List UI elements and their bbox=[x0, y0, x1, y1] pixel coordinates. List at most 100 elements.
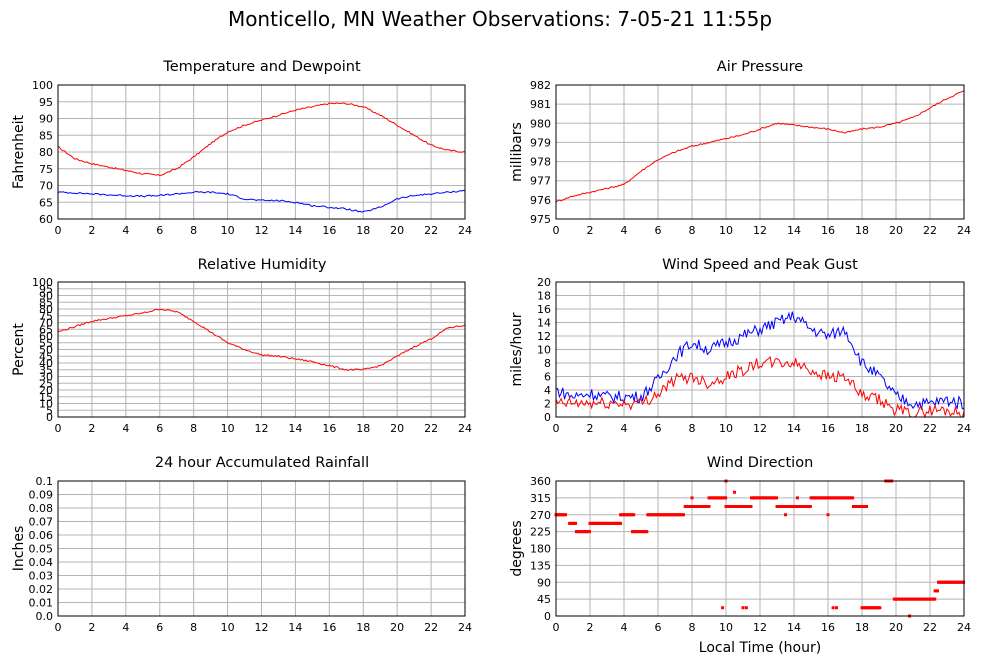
x-tick-label: 24 bbox=[957, 621, 971, 634]
x-tick-label: 2 bbox=[587, 422, 594, 435]
x-tick-label: 22 bbox=[923, 224, 937, 237]
x-tick-label: 8 bbox=[689, 422, 696, 435]
direction-point bbox=[831, 606, 835, 610]
y-tick-label: 95 bbox=[39, 96, 53, 109]
direction-point bbox=[744, 606, 748, 610]
y-tick-label: 65 bbox=[39, 323, 53, 336]
x-tick-label: 6 bbox=[156, 422, 163, 435]
y-tick-label: 35 bbox=[39, 364, 53, 377]
direction-point bbox=[795, 496, 799, 500]
y-tick-label: 0 bbox=[46, 411, 53, 424]
x-tick-label: 20 bbox=[390, 422, 404, 435]
y-tick-label: 50 bbox=[39, 344, 53, 357]
x-tick-label: 6 bbox=[156, 224, 163, 237]
direction-point bbox=[733, 490, 736, 494]
direction-point bbox=[808, 505, 812, 508]
x-tick-label: 6 bbox=[655, 224, 662, 237]
y-tick-label: 85 bbox=[39, 296, 53, 309]
x-tick-label: 12 bbox=[753, 621, 767, 634]
y-tick-label: 0.09 bbox=[29, 489, 54, 502]
x-tick-label: 12 bbox=[753, 422, 767, 435]
x-tick-label: 20 bbox=[390, 621, 404, 634]
chart-temp: Temperature and DewpointFahrenheit606570… bbox=[11, 59, 472, 237]
y-tick-label: 70 bbox=[39, 317, 53, 330]
plot-frame bbox=[555, 480, 965, 617]
y-tick-label: 6 bbox=[544, 371, 551, 384]
y-tick-label: 15 bbox=[39, 391, 53, 404]
x-tick-label: 0 bbox=[553, 224, 560, 237]
x-tick-label: 10 bbox=[719, 224, 733, 237]
direction-point bbox=[690, 496, 694, 500]
direction-point bbox=[865, 505, 869, 508]
y-tick-label: 975 bbox=[530, 213, 551, 226]
y-tick-label: 100 bbox=[32, 79, 53, 92]
x-tick-label: 14 bbox=[787, 422, 801, 435]
x-tick-label: 22 bbox=[923, 422, 937, 435]
x-tick-label: 16 bbox=[821, 621, 835, 634]
x-tick-label: 4 bbox=[122, 422, 129, 435]
series-line-red bbox=[555, 89, 965, 203]
y-tick-label: 0.04 bbox=[29, 556, 54, 569]
x-tick-label: 2 bbox=[88, 621, 95, 634]
x-tick-label: 24 bbox=[458, 224, 472, 237]
direction-point bbox=[619, 521, 623, 525]
x-tick-label: 10 bbox=[221, 621, 235, 634]
y-tick-label: 0.1 bbox=[36, 475, 54, 488]
direction-point bbox=[632, 513, 636, 517]
y-tick-label: 977 bbox=[530, 175, 551, 188]
x-tick-label: 18 bbox=[855, 224, 869, 237]
y-tick-label: 90 bbox=[39, 113, 53, 126]
y-tick-label: 16 bbox=[537, 303, 551, 316]
y-tick-label: 75 bbox=[39, 310, 53, 323]
x-tick-label: 16 bbox=[322, 422, 336, 435]
y-tick-label: 75 bbox=[39, 163, 53, 176]
y-tick-label: 10 bbox=[537, 344, 551, 357]
y-tick-label: 135 bbox=[530, 559, 551, 572]
direction-point bbox=[878, 606, 882, 610]
page-title: Monticello, MN Weather Observations: 7-0… bbox=[228, 7, 772, 31]
x-tick-label: 16 bbox=[821, 422, 835, 435]
x-tick-label: 16 bbox=[322, 224, 336, 237]
chart-title: Wind Speed and Peak Gust bbox=[662, 257, 858, 273]
series-line-blue bbox=[57, 189, 466, 213]
y-tick-label: 978 bbox=[530, 156, 551, 169]
y-tick-label: 30 bbox=[39, 371, 53, 384]
direction-point bbox=[721, 606, 725, 610]
plot-frame bbox=[555, 84, 965, 220]
y-axis-label: Percent bbox=[11, 323, 27, 376]
x-tick-label: 4 bbox=[122, 224, 129, 237]
chart-direction: Wind Directiondegrees0459013518022527031… bbox=[509, 455, 971, 634]
y-tick-label: 980 bbox=[530, 117, 551, 130]
x-tick-label: 4 bbox=[122, 621, 129, 634]
y-tick-label: 0.07 bbox=[29, 516, 54, 529]
plot-frame bbox=[57, 281, 466, 418]
y-tick-label: 979 bbox=[530, 136, 551, 149]
y-tick-label: 90 bbox=[39, 290, 53, 303]
x-tick-label: 8 bbox=[190, 621, 197, 634]
x-tick-label: 14 bbox=[288, 621, 302, 634]
x-tick-label: 6 bbox=[655, 422, 662, 435]
direction-point bbox=[741, 606, 745, 610]
y-tick-label: 80 bbox=[39, 146, 53, 159]
direction-point bbox=[851, 496, 855, 500]
y-axis-label: degrees bbox=[509, 520, 525, 576]
direction-point bbox=[774, 496, 778, 500]
x-tick-label: 8 bbox=[190, 422, 197, 435]
x-tick-label: 0 bbox=[553, 422, 560, 435]
y-tick-label: 976 bbox=[530, 194, 551, 207]
x-tick-label: 18 bbox=[855, 621, 869, 634]
y-tick-label: 55 bbox=[39, 337, 53, 350]
y-tick-label: 60 bbox=[39, 213, 53, 226]
x-axis-label: Local Time (hour) bbox=[699, 640, 821, 656]
x-tick-label: 24 bbox=[957, 422, 971, 435]
x-tick-label: 16 bbox=[322, 621, 336, 634]
x-tick-label: 6 bbox=[655, 621, 662, 634]
x-tick-label: 10 bbox=[221, 422, 235, 435]
y-tick-label: 360 bbox=[530, 475, 551, 488]
x-tick-label: 14 bbox=[288, 422, 302, 435]
series-line-red bbox=[57, 308, 466, 372]
chart-title: Temperature and Dewpoint bbox=[162, 59, 361, 75]
plot-frame bbox=[555, 281, 965, 418]
chart-title: 24 hour Accumulated Rainfall bbox=[155, 455, 369, 471]
direction-point bbox=[784, 513, 787, 517]
